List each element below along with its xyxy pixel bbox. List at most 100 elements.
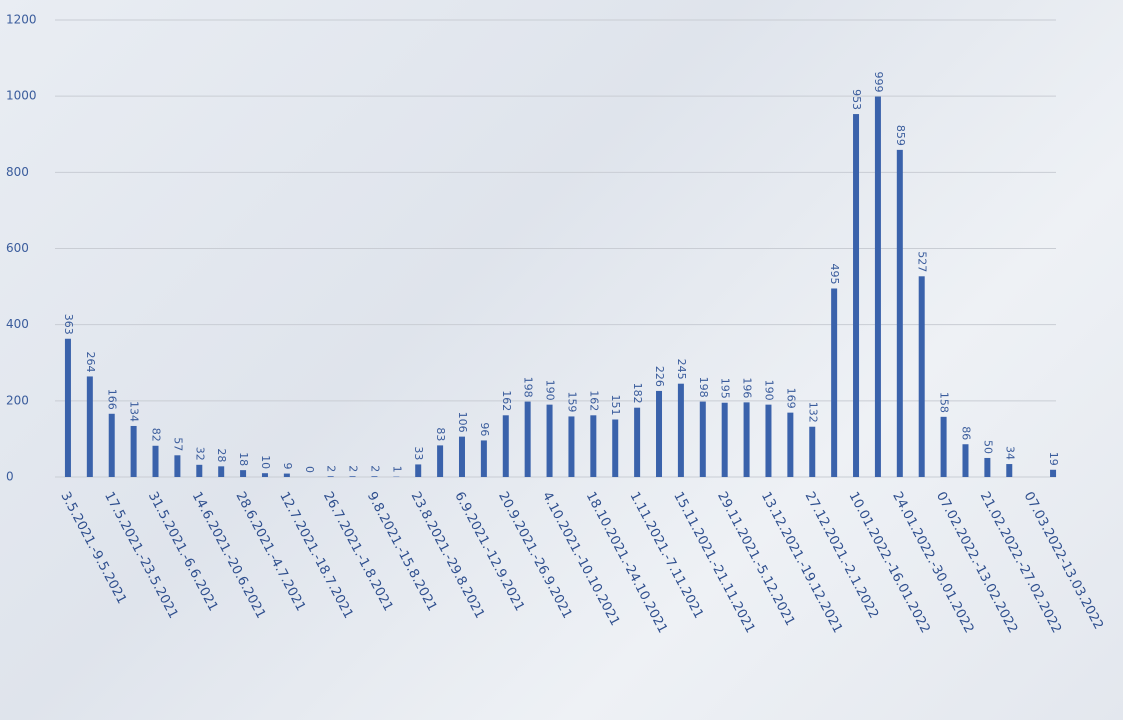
- value-label: 953: [850, 89, 863, 110]
- value-label: 83: [434, 427, 447, 441]
- value-label: 226: [653, 366, 666, 387]
- bar: [546, 404, 553, 477]
- bar: [86, 376, 93, 477]
- value-label: 32: [193, 447, 206, 461]
- x-tick-label: 10.01.2022.-16.01.2022: [845, 489, 932, 635]
- value-label: 190: [762, 380, 775, 401]
- bar: [940, 416, 947, 477]
- value-label: 18: [237, 452, 250, 466]
- value-label: 82: [150, 428, 163, 442]
- bar: [480, 440, 487, 477]
- value-label: 57: [171, 437, 184, 451]
- value-label: 162: [587, 390, 600, 411]
- bar: [240, 470, 247, 477]
- value-label: 50: [981, 440, 994, 454]
- value-label: 2: [347, 465, 360, 472]
- y-tick-label: 1000: [6, 89, 37, 103]
- value-label: 182: [631, 383, 644, 404]
- y-tick-label: 400: [6, 317, 29, 331]
- value-label: 166: [106, 389, 119, 410]
- x-tick-label: 24.01.2022.-30.01.2022: [889, 489, 976, 635]
- value-label: 96: [478, 422, 491, 436]
- value-label: 363: [62, 314, 75, 335]
- value-label: 132: [806, 402, 819, 423]
- bar: [699, 401, 706, 477]
- x-tick-label: 18.10.2021.-24.10.2021: [583, 489, 670, 635]
- x-tick-label: 4.10.2021.-10.10.2021: [539, 489, 622, 628]
- bar: [612, 419, 619, 477]
- value-label: 33: [412, 446, 425, 460]
- y-tick-label: 1200: [6, 13, 37, 27]
- bar: [261, 473, 268, 477]
- bar: [283, 473, 290, 477]
- bar: [853, 114, 860, 478]
- value-label: 158: [938, 392, 951, 413]
- bar: [1006, 464, 1013, 477]
- bar: [1050, 469, 1057, 477]
- value-label: 162: [500, 390, 513, 411]
- bar: [130, 425, 137, 477]
- y-tick-label: 800: [6, 165, 29, 179]
- value-label: 264: [84, 351, 97, 372]
- value-label: 527: [916, 251, 929, 272]
- value-label: 34: [1003, 446, 1016, 460]
- value-label: 134: [128, 401, 141, 422]
- value-label: 1: [390, 466, 403, 473]
- bar: [415, 464, 422, 477]
- bar: [108, 413, 115, 477]
- value-label: 151: [609, 394, 622, 415]
- value-label: 106: [456, 412, 469, 433]
- x-tick-label: 29.11.2021.-5.12.2021: [714, 489, 797, 628]
- bar: [196, 464, 203, 477]
- bar: [831, 288, 838, 477]
- value-label: 495: [828, 263, 841, 284]
- bar: [918, 276, 925, 477]
- bar: [502, 415, 509, 477]
- value-label: 19: [1047, 452, 1060, 466]
- value-label: 195: [719, 378, 732, 399]
- value-label: 9: [281, 463, 294, 470]
- bar: [962, 444, 969, 477]
- value-label: 196: [741, 377, 754, 398]
- value-label: 2: [368, 465, 381, 472]
- bar: [349, 476, 356, 477]
- x-tick-label: 07.03.2022-13.03.2022: [1021, 489, 1106, 632]
- bar: [371, 476, 378, 477]
- bar: [634, 407, 641, 477]
- bar: [568, 416, 575, 477]
- bar: [656, 390, 663, 477]
- value-label: 10: [259, 455, 272, 469]
- bar: [458, 436, 465, 477]
- value-label: 28: [215, 448, 228, 462]
- value-label: 86: [959, 426, 972, 440]
- y-tick-label: 0: [6, 470, 14, 484]
- bar: [809, 426, 816, 477]
- value-label: 859: [894, 125, 907, 146]
- bar: [677, 383, 684, 477]
- bar: [984, 457, 991, 477]
- x-tick-label: 13.12.2021.-19.12.2021: [758, 489, 845, 635]
- bar: [174, 455, 181, 477]
- x-tick-label: 15.11.2021.-21.11.2021: [670, 489, 757, 635]
- bar: [590, 415, 597, 477]
- y-tick-label: 200: [6, 393, 29, 407]
- value-label: 198: [522, 377, 535, 398]
- value-label: 2: [325, 465, 338, 472]
- bar: [765, 404, 772, 477]
- bar: [874, 96, 881, 478]
- bar: [152, 445, 159, 477]
- bar: [64, 338, 71, 477]
- bar: [787, 412, 794, 477]
- value-label: 0: [303, 466, 316, 473]
- bar: [524, 401, 531, 477]
- x-tick-label: 21.02.2022.-27.02.2022: [977, 489, 1064, 635]
- bar: [437, 445, 444, 477]
- bar: [218, 466, 225, 477]
- y-tick-label: 600: [6, 241, 29, 255]
- value-label: 245: [675, 359, 688, 380]
- value-label: 198: [697, 377, 710, 398]
- bar: [896, 149, 903, 477]
- x-tick-label: 07.02.2022.-13.02.2022: [933, 489, 1020, 635]
